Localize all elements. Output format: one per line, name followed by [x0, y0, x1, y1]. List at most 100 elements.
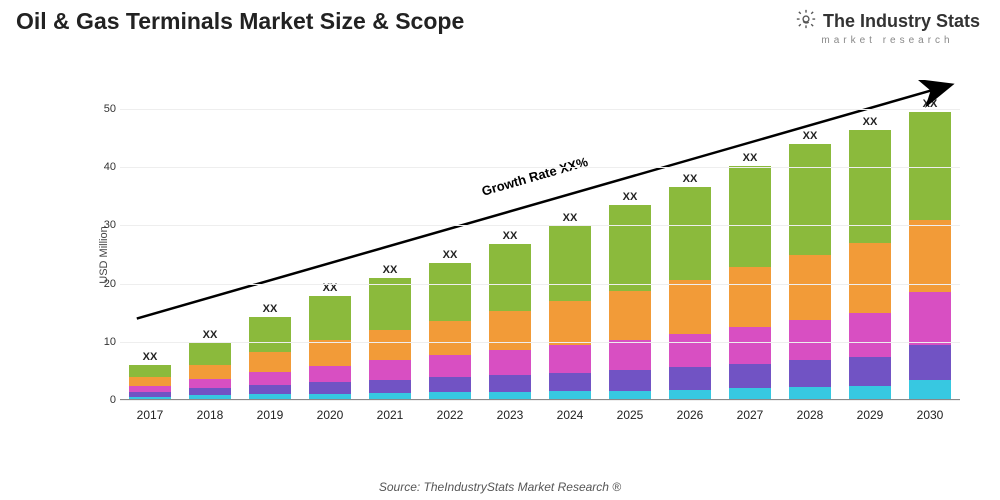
- x-tick-label: 2029: [840, 402, 900, 430]
- bar-segment: [609, 340, 651, 371]
- bar-segment: [429, 263, 471, 321]
- bar-segment: [309, 296, 351, 340]
- x-tick-label: 2027: [720, 402, 780, 430]
- y-axis: 01020304050: [80, 80, 120, 400]
- x-tick-label: 2030: [900, 402, 960, 430]
- bar-segment: [129, 365, 171, 378]
- bar-segment: [489, 244, 531, 311]
- bar-segment: [849, 313, 891, 357]
- grid-line: [120, 167, 960, 168]
- bar-segment: [609, 370, 651, 390]
- bar-slot: XX: [300, 296, 360, 400]
- bar-segment: [789, 320, 831, 361]
- bar-segment: [549, 373, 591, 392]
- stacked-bar: [189, 343, 231, 400]
- bar-value-label: XX: [143, 351, 158, 363]
- bar-segment: [369, 278, 411, 330]
- bar-segment: [249, 372, 291, 385]
- brand-logo: The Industry Stats market research: [795, 8, 980, 46]
- stacked-bar: [609, 205, 651, 400]
- stacked-bar: [369, 278, 411, 400]
- bar-segment: [909, 292, 951, 344]
- x-tick-label: 2028: [780, 402, 840, 430]
- x-tick-label: 2021: [360, 402, 420, 430]
- bar-segment: [309, 366, 351, 382]
- bar-value-label: XX: [443, 249, 458, 261]
- bar-slot: XX: [480, 244, 540, 400]
- x-tick-label: 2024: [540, 402, 600, 430]
- bar-segment: [729, 364, 771, 388]
- bar-segment: [249, 352, 291, 372]
- bar-segment: [729, 267, 771, 326]
- bar-value-label: XX: [743, 152, 758, 164]
- gear-icon: [795, 8, 817, 35]
- bar-segment: [189, 388, 231, 395]
- bar-slot: XX: [540, 226, 600, 401]
- bar-segment: [429, 321, 471, 355]
- bar-segment: [489, 350, 531, 375]
- x-tick-label: 2022: [420, 402, 480, 430]
- x-tick-label: 2020: [300, 402, 360, 430]
- bar-slot: XX: [900, 112, 960, 400]
- y-tick: 50: [104, 103, 116, 115]
- bar-segment: [249, 317, 291, 352]
- bar-segment: [789, 144, 831, 255]
- bar-segment: [489, 375, 531, 392]
- bar-segment: [549, 226, 591, 302]
- x-tick-label: 2025: [600, 402, 660, 430]
- bar-segment: [369, 330, 411, 360]
- bar-segment: [849, 243, 891, 313]
- bar-segment: [369, 380, 411, 393]
- bar-segment: [669, 367, 711, 389]
- stacked-bar: [549, 226, 591, 401]
- bar-segment: [189, 365, 231, 379]
- bars-group: XXXXXXXXXXXXXXXXXXXXXXXXXXXX: [120, 80, 960, 400]
- bar-slot: XX: [780, 144, 840, 400]
- bar-segment: [789, 255, 831, 320]
- bar-value-label: XX: [563, 212, 578, 224]
- x-tick-label: 2019: [240, 402, 300, 430]
- bar-segment: [549, 301, 591, 345]
- bar-segment: [789, 360, 831, 387]
- bar-segment: [729, 327, 771, 364]
- grid-line: [120, 109, 960, 110]
- x-tick-label: 2023: [480, 402, 540, 430]
- bar-value-label: XX: [683, 173, 698, 185]
- bar-segment: [489, 311, 531, 350]
- bar-slot: XX: [180, 343, 240, 400]
- bar-segment: [669, 280, 711, 334]
- bar-slot: XX: [840, 130, 900, 401]
- bar-segment: [129, 377, 171, 386]
- x-tick-label: 2017: [120, 402, 180, 430]
- bar-value-label: XX: [203, 329, 218, 341]
- x-tick-label: 2026: [660, 402, 720, 430]
- stacked-bar: [249, 317, 291, 400]
- bar-segment: [369, 360, 411, 379]
- bar-segment: [909, 112, 951, 220]
- y-tick: 10: [104, 336, 116, 348]
- stacked-bar: [909, 112, 951, 400]
- bar-value-label: XX: [803, 130, 818, 142]
- bar-segment: [849, 386, 891, 400]
- y-tick: 30: [104, 219, 116, 231]
- bar-segment: [849, 357, 891, 386]
- bar-segment: [309, 340, 351, 366]
- bar-segment: [249, 385, 291, 394]
- bar-segment: [429, 355, 471, 377]
- bar-segment: [549, 345, 591, 373]
- logo-sub-text: market research: [795, 35, 980, 46]
- bar-segment: [669, 334, 711, 368]
- x-axis: 2017201820192020202120222023202420252026…: [120, 402, 960, 430]
- bar-value-label: XX: [863, 116, 878, 128]
- bar-segment: [909, 380, 951, 400]
- bar-segment: [909, 220, 951, 293]
- chart-container: { "title": "Oil & Gas Terminals Market S…: [0, 0, 1000, 500]
- bar-value-label: XX: [383, 264, 398, 276]
- logo-main-text: The Industry Stats: [823, 12, 980, 32]
- grid-line: [120, 342, 960, 343]
- stacked-bar: [309, 296, 351, 400]
- bar-segment: [189, 379, 231, 388]
- chart-title: Oil & Gas Terminals Market Size & Scope: [16, 8, 464, 35]
- stacked-bar: [489, 244, 531, 400]
- bar-slot: XX: [240, 317, 300, 400]
